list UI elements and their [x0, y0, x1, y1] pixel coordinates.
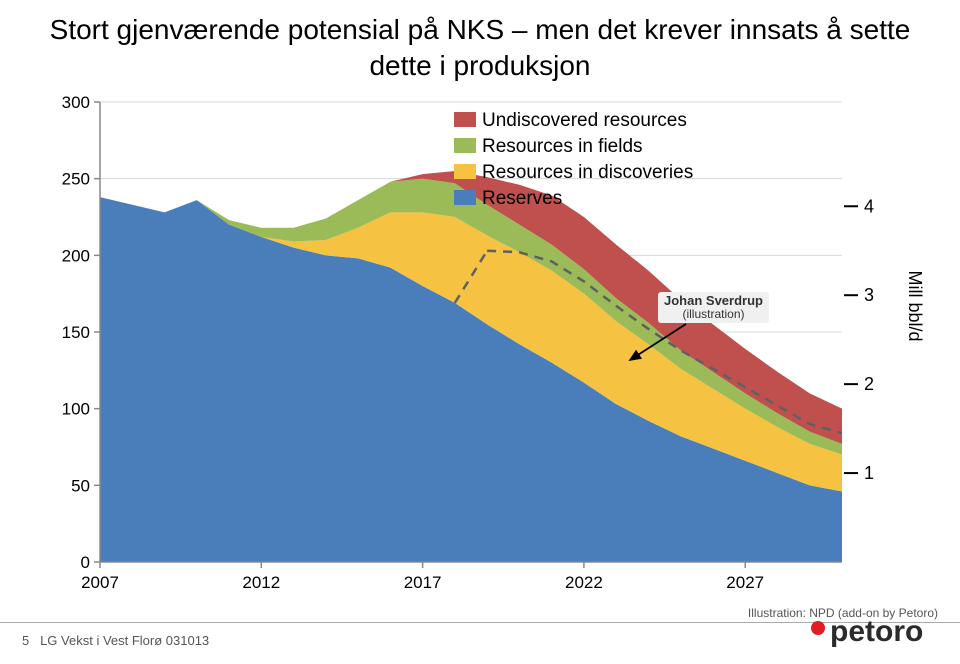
svg-text:Reserves: Reserves: [482, 188, 562, 209]
svg-text:250: 250: [62, 169, 90, 188]
svg-text:Resources in discoveries: Resources in discoveries: [482, 162, 693, 183]
slide-footer: 5 LG Vekst i Vest Florø 031013 petoro: [0, 622, 960, 658]
stacked-area-chart: Mill. Sm³ o.e. per year Mill bbl/d 05010…: [22, 92, 932, 602]
svg-text:1: 1: [864, 463, 874, 483]
svg-text:300: 300: [62, 93, 90, 112]
svg-text:2027: 2027: [726, 573, 764, 592]
svg-text:petoro: petoro: [830, 615, 923, 648]
page-number-value: 5: [22, 633, 29, 648]
johan-sverdrup-annotation: Johan Sverdrup (illustration): [658, 292, 769, 323]
svg-text:Resources in fields: Resources in fields: [482, 136, 643, 157]
annotation-subtitle: (illustration): [664, 308, 763, 321]
page-number: 5 LG Vekst i Vest Florø 031013: [22, 633, 209, 648]
svg-text:200: 200: [62, 246, 90, 265]
svg-text:3: 3: [864, 285, 874, 305]
svg-text:150: 150: [62, 323, 90, 342]
svg-text:2007: 2007: [81, 573, 119, 592]
svg-text:2012: 2012: [242, 573, 280, 592]
footer-note: LG Vekst i Vest Florø 031013: [40, 633, 209, 648]
annotation-title: Johan Sverdrup: [664, 294, 763, 308]
petoro-logo: petoro: [806, 615, 936, 654]
svg-text:Undiscovered resources: Undiscovered resources: [482, 110, 687, 131]
svg-text:2: 2: [864, 374, 874, 394]
svg-text:4: 4: [864, 196, 874, 216]
svg-text:100: 100: [62, 399, 90, 418]
svg-text:0: 0: [81, 553, 90, 572]
svg-text:2022: 2022: [565, 573, 603, 592]
slide-title: Stort gjenværende potensial på NKS – men…: [22, 12, 938, 84]
svg-text:2017: 2017: [404, 573, 442, 592]
svg-text:50: 50: [71, 476, 90, 495]
